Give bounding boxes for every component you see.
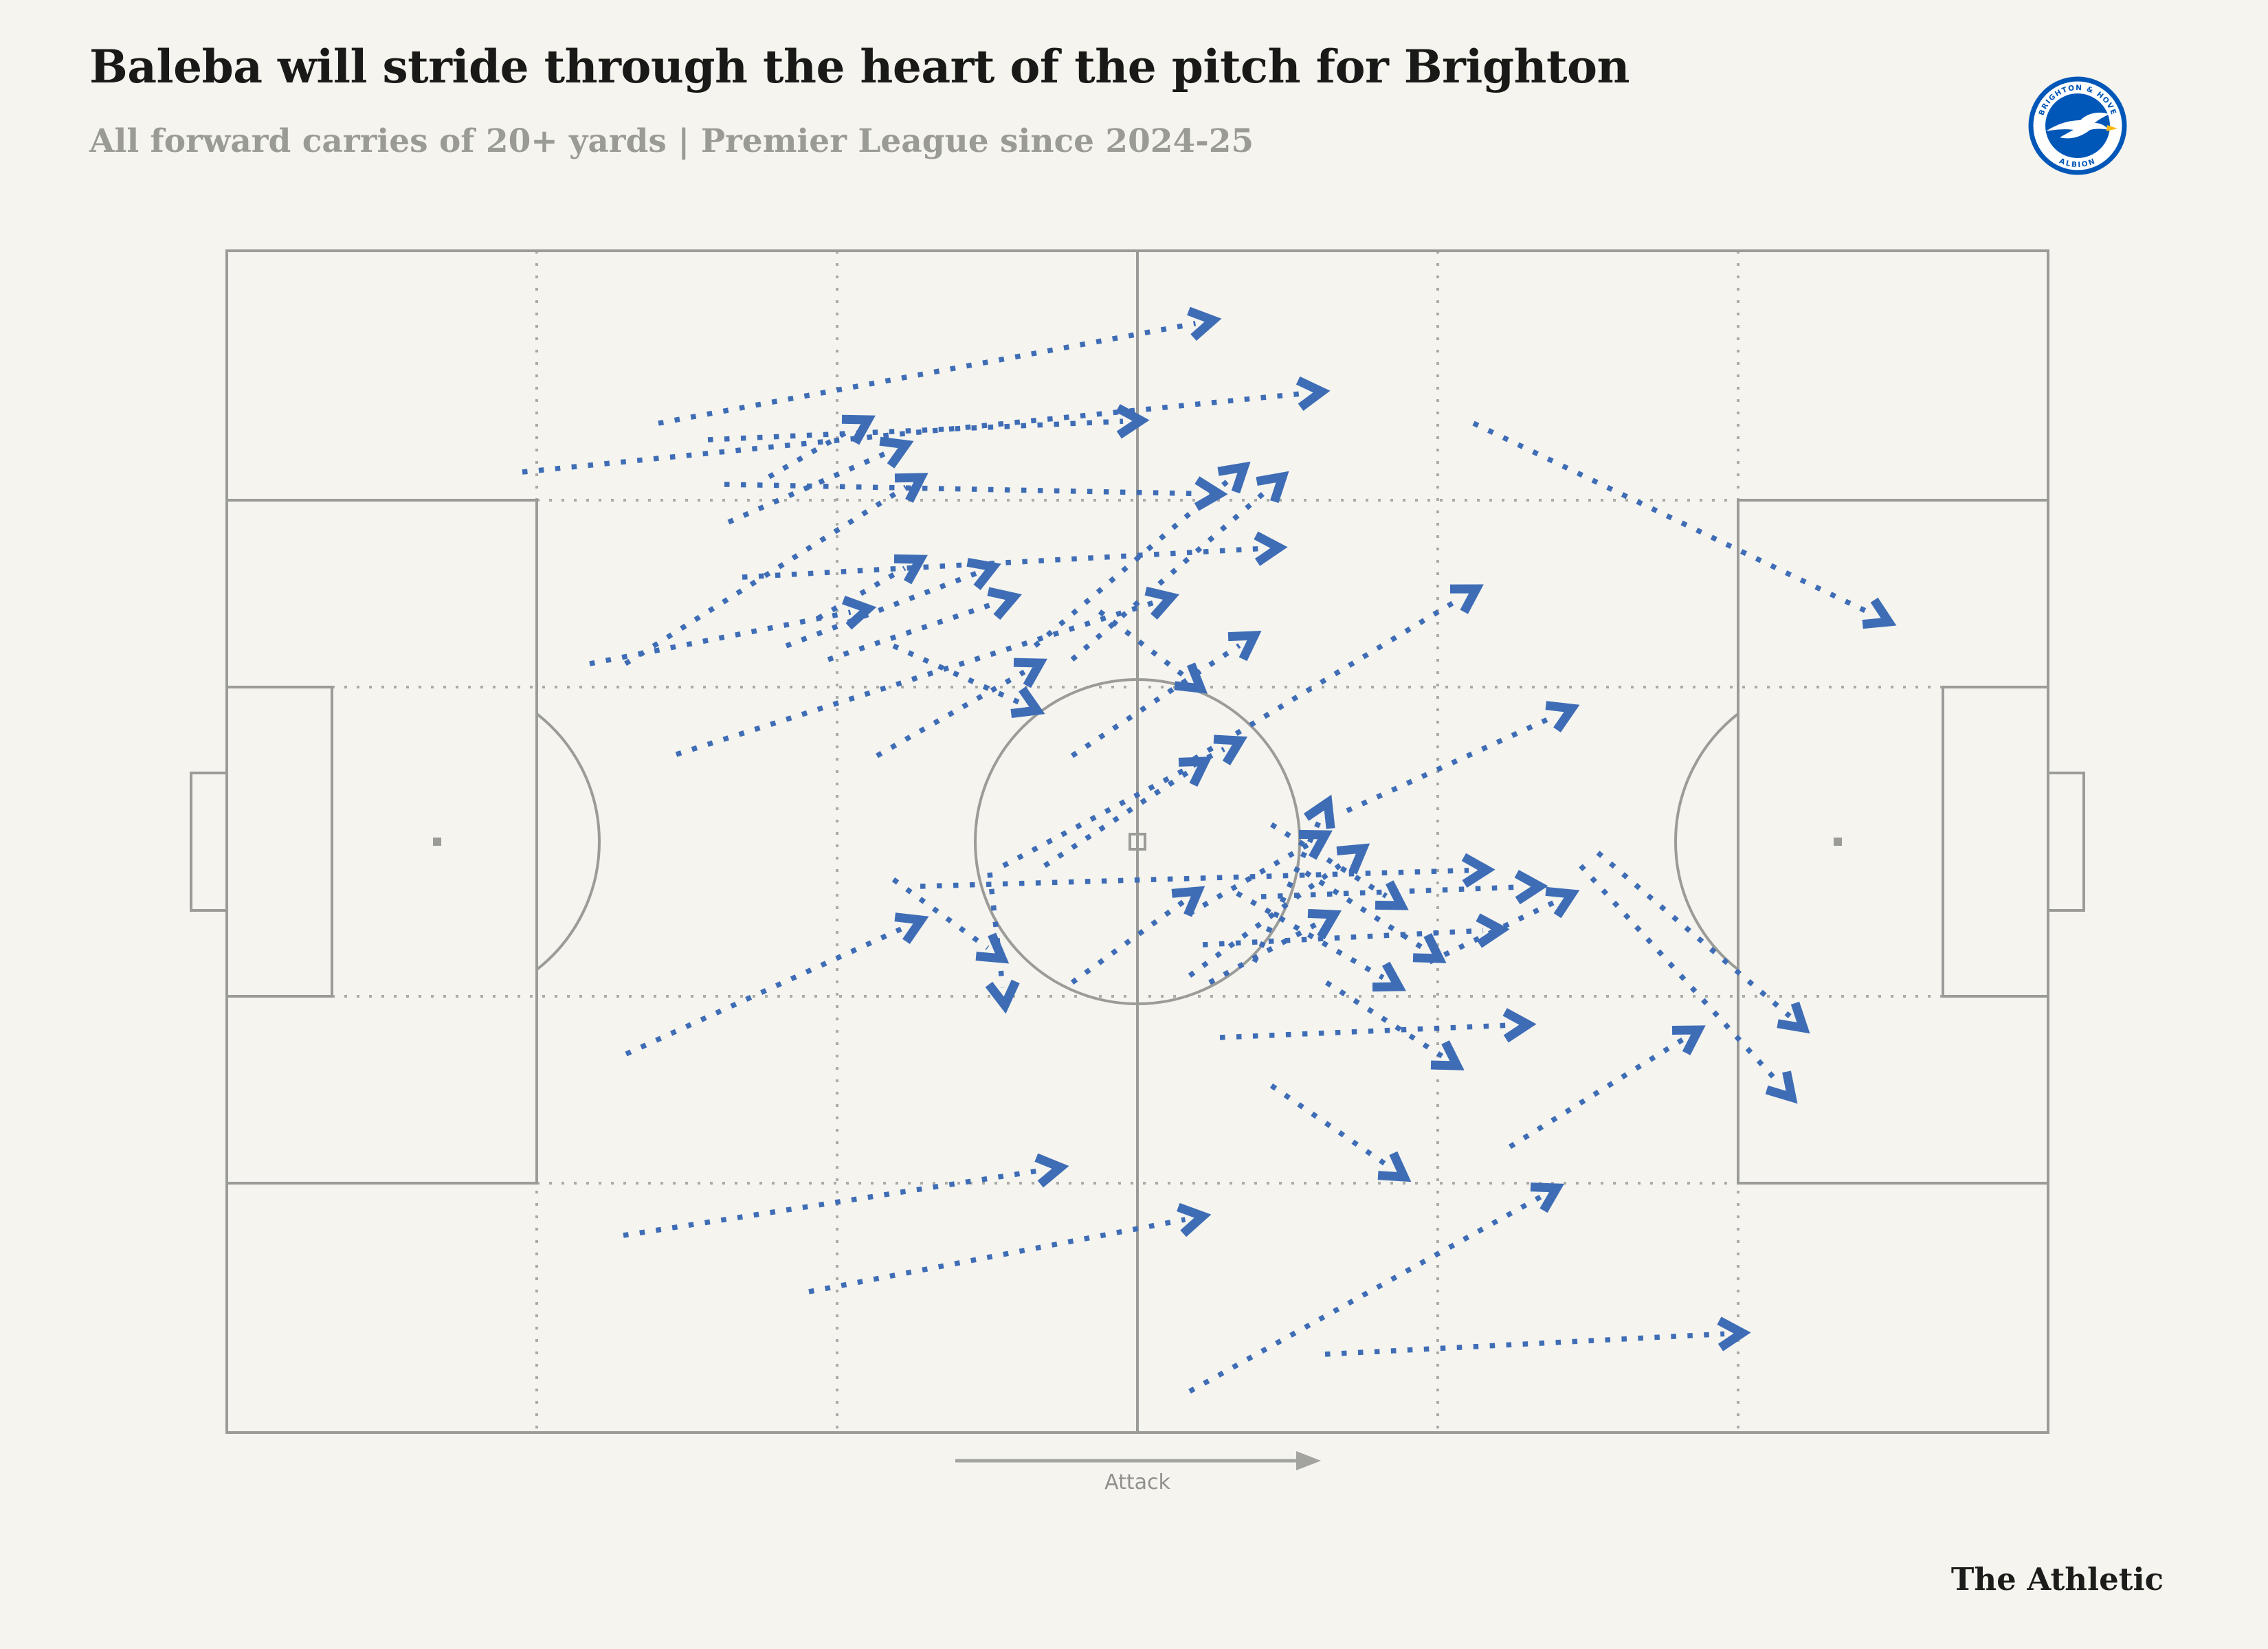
the-athletic-wordmark: The Athletic xyxy=(1950,1561,2164,1597)
carry-arrow xyxy=(1188,843,1370,978)
brighton-club-badge: BRIGHTON & HOVE ALBION xyxy=(2028,76,2127,175)
carry-arrow xyxy=(623,1153,1069,1238)
svg-text:ALBION: ALBION xyxy=(2058,157,2098,169)
carry-arrow xyxy=(1070,471,1289,662)
carry-arrow xyxy=(876,658,1047,759)
attack-direction-label: Attack xyxy=(1104,1470,1170,1494)
carry-arrow xyxy=(1219,1008,1537,1043)
carry-arrow xyxy=(1188,1182,1565,1394)
carry-arrow xyxy=(785,557,1001,649)
page-subtitle: All forward carries of 20+ yards | Premi… xyxy=(89,122,1254,160)
carry-arrow xyxy=(675,586,1180,757)
carry-arrow xyxy=(727,436,914,525)
carry-arrow xyxy=(1346,701,1580,814)
carry-arrow xyxy=(1070,886,1205,985)
carry-arrow xyxy=(624,473,929,666)
carry-arrow xyxy=(625,912,929,1057)
carry-arrow xyxy=(1304,870,1447,963)
carry-arrow xyxy=(808,1202,1212,1294)
carry-arrow xyxy=(1270,822,1409,910)
carry-arrow xyxy=(589,595,877,666)
page-title: Baleba will stride through the heart of … xyxy=(89,40,1630,93)
carry-arrow xyxy=(1033,461,1251,648)
carry-arrow xyxy=(1070,631,1262,759)
carry-arrow xyxy=(1472,420,1897,629)
attack-arrow xyxy=(955,1451,1321,1470)
carry-arrow xyxy=(1596,851,1810,1034)
carry-arrow xyxy=(816,554,928,621)
carry-arrow xyxy=(1192,584,1484,762)
carry-arrow xyxy=(1324,980,1465,1070)
carry-arrow xyxy=(892,643,1045,718)
carry-arrow xyxy=(1509,1025,1706,1149)
carry-arrow xyxy=(1324,1316,1751,1357)
carry-arrow xyxy=(522,376,1331,475)
carry-arrow xyxy=(1236,890,1406,992)
carry-arrow xyxy=(724,476,1228,511)
seagull-icon xyxy=(2046,112,2117,139)
carry-arrow xyxy=(985,872,1020,1014)
carry-arrow xyxy=(1252,794,1335,963)
carry-arrow xyxy=(707,404,1150,442)
carry-arrow xyxy=(1208,908,1342,985)
carry-arrow xyxy=(742,531,1288,580)
carry-arrow xyxy=(1202,913,1510,948)
carry-arrow xyxy=(1098,609,1208,694)
carry-arrow xyxy=(658,306,1222,426)
carry-arrow xyxy=(827,587,1022,662)
badge-text-bottom: ALBION xyxy=(2058,157,2096,169)
carry-arrow xyxy=(920,853,1496,889)
carries-layer xyxy=(522,306,1897,1394)
carry-arrow xyxy=(1269,1083,1412,1182)
carry-arrow xyxy=(1002,734,1248,868)
carry-arrow xyxy=(1043,756,1212,868)
carry-arrow xyxy=(1260,869,1548,905)
carry-arrow xyxy=(1579,864,1798,1104)
